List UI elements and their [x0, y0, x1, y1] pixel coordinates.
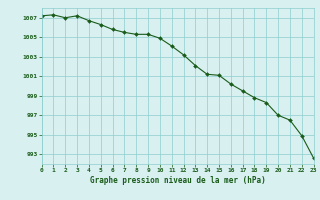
- X-axis label: Graphe pression niveau de la mer (hPa): Graphe pression niveau de la mer (hPa): [90, 176, 266, 185]
